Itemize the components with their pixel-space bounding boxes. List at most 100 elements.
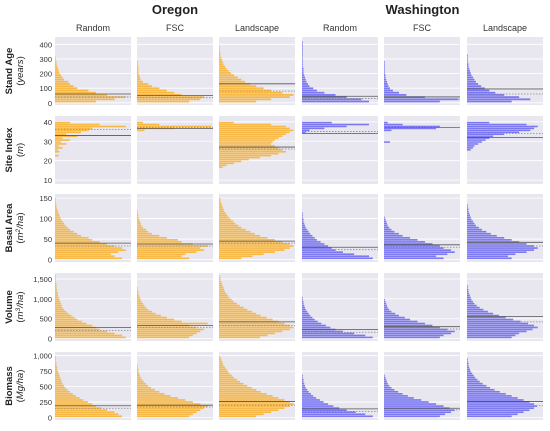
histogram-bar [384, 226, 390, 229]
histogram-bar [219, 208, 224, 210]
histogram-bar [55, 312, 69, 315]
histogram-bar [55, 76, 63, 79]
histogram-bar [467, 401, 530, 403]
histogram-bar [467, 364, 469, 367]
histogram-bar [137, 397, 178, 399]
histogram-bar [384, 216, 385, 219]
histogram-bar [219, 280, 222, 283]
histogram-bar [384, 300, 386, 303]
histogram-bar [55, 204, 57, 206]
histogram-bar [467, 139, 486, 141]
y-tick-label: 1,000 [33, 295, 52, 304]
histogram-bar [55, 384, 64, 387]
histogram-bar [219, 164, 227, 167]
histogram-bar [384, 129, 392, 132]
histogram-bar [384, 127, 437, 130]
histogram-bar [384, 224, 388, 227]
histogram-bar [302, 306, 305, 309]
histogram-bar [55, 150, 60, 153]
histogram-bar [384, 324, 433, 327]
row-unit: (Mg/ha) [15, 370, 26, 403]
histogram-bar [137, 322, 208, 325]
histogram-bar [302, 382, 305, 385]
histogram-bar [467, 374, 474, 377]
histogram-bar [302, 61, 303, 63]
histogram-bar [219, 413, 264, 416]
histogram-bar [219, 202, 222, 204]
histogram-bar [219, 247, 290, 249]
histogram-bar [467, 147, 473, 149]
histogram-bar [219, 80, 246, 83]
histogram-bar [55, 411, 115, 414]
histogram-bar [384, 100, 440, 103]
histogram-bar [55, 386, 66, 389]
row-unit-part: m [15, 311, 26, 319]
histogram-bar [219, 61, 223, 63]
histogram-bar [137, 234, 160, 237]
histogram-bar [384, 395, 408, 397]
histogram-bar [219, 409, 279, 412]
row-unit-part: m [15, 146, 26, 154]
histogram-bar [219, 150, 287, 153]
histogram-bar [302, 63, 303, 66]
histogram-bar [467, 411, 524, 414]
histogram-bar [302, 222, 305, 225]
histogram-bar [219, 391, 261, 393]
histogram-bar [137, 290, 139, 293]
histogram-bar [55, 83, 70, 85]
histogram-bar [467, 312, 494, 315]
histogram-bar [467, 372, 473, 375]
histogram-bar [55, 127, 93, 130]
row-unit-part: m [15, 232, 26, 240]
histogram-bar [137, 384, 149, 387]
histogram-bar [137, 320, 182, 323]
histogram-bar [467, 121, 490, 124]
histogram-bar [55, 290, 58, 293]
histogram-bar [55, 149, 58, 151]
histogram-bar [219, 300, 234, 303]
histogram-bar [137, 409, 201, 412]
histogram-bar [55, 292, 58, 295]
histogram-bar [467, 399, 524, 401]
row-unit-part: ) [15, 291, 26, 294]
histogram-bar [302, 123, 370, 126]
histogram-bar [467, 85, 482, 88]
histogram-bar [467, 358, 468, 361]
histogram-bar [384, 405, 444, 407]
histogram-bar [55, 98, 115, 101]
histogram-bar [55, 296, 59, 299]
histogram-bar [467, 96, 520, 99]
histogram-bar [137, 220, 140, 223]
histogram-bar [302, 415, 373, 418]
histogram-bar [302, 67, 304, 70]
histogram-bar [219, 216, 229, 219]
histogram-bar [384, 125, 440, 128]
histogram-bar [467, 228, 482, 231]
histogram-bar [55, 202, 56, 204]
histogram-bar [137, 415, 190, 418]
histogram-bar [137, 308, 149, 311]
histogram-bar [467, 234, 497, 237]
histogram-bar [384, 330, 455, 333]
y-tick-label: 150 [39, 194, 52, 203]
histogram-bar [55, 364, 57, 367]
histogram-bar [384, 413, 446, 416]
y-tick-label: 0 [48, 414, 52, 423]
y-tick-label: 0 [48, 99, 52, 108]
histogram-bar [302, 87, 314, 90]
histogram-bar [219, 245, 294, 247]
histogram-bar [384, 228, 392, 231]
histogram-bar [384, 141, 390, 143]
histogram-bar [55, 358, 56, 361]
histogram-bar [219, 284, 223, 287]
row-label: Biomass [4, 366, 15, 406]
histogram-bar [219, 318, 273, 321]
histogram-bar [219, 308, 248, 311]
histogram-bar [467, 206, 468, 208]
histogram-bar [137, 212, 138, 215]
histogram-bar [137, 121, 143, 124]
histogram-bar [384, 239, 418, 241]
histogram-bar [55, 376, 61, 379]
histogram-bar [467, 220, 473, 223]
histogram-bar [137, 376, 141, 379]
